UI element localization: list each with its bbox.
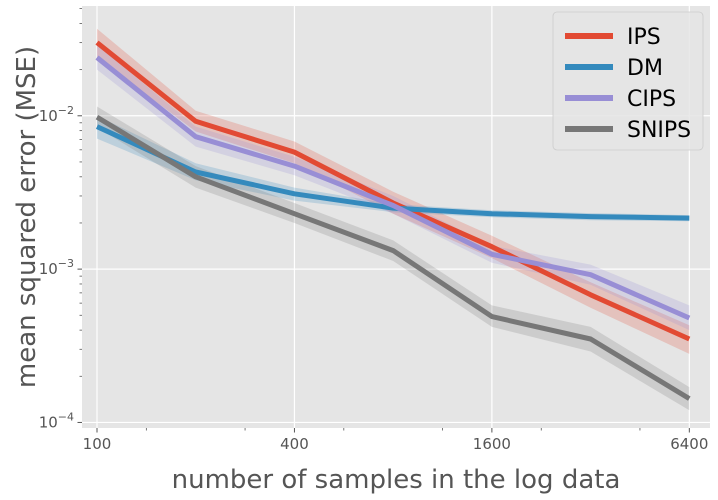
band-cips [97,44,690,331]
y-axis-label: mean squared error (MSE) [12,46,42,388]
x-axis-label: number of samples in the log data [172,465,621,495]
y-axis-ticks: 10−4 10−3 10−2 [39,8,82,431]
x-tick-label: 100 [83,435,112,453]
legend-label-ips: IPS [627,25,661,50]
series-lines [95,40,691,401]
x-tick-label: 6400 [670,435,708,453]
line-snips [95,114,691,401]
legend-box [552,11,704,151]
legend-label-snips: SNIPS [627,118,691,143]
x-tick-label: 400 [280,435,309,453]
legend-label-dm: DM [627,56,663,81]
x-tick-label: 1600 [473,435,511,453]
y-tick-label: 10−3 [39,257,74,278]
band-snips [97,106,690,411]
legend: IPS DM CIPS SNIPS [552,11,704,151]
y-tick-label: 10−2 [39,104,74,125]
x-axis-ticks: 100 400 1600 6400 [83,428,708,453]
y-tick-label: 10−4 [39,410,74,431]
legend-label-cips: CIPS [627,87,676,112]
line-cips [95,55,691,321]
band-dm [97,115,690,222]
